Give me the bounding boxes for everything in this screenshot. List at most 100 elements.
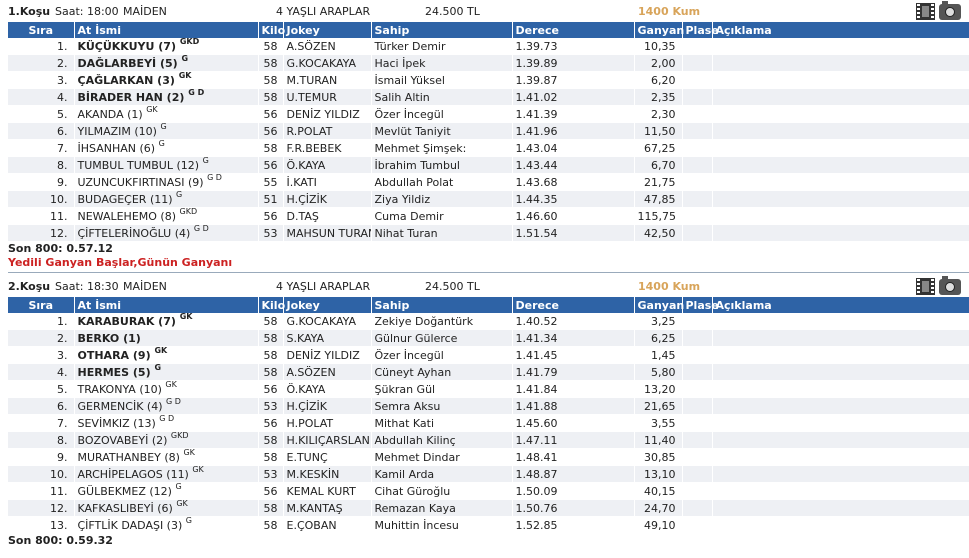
horse-name-cell: TRAKONYA (10) GK [74,380,259,398]
note [712,190,969,208]
horse-name[interactable]: NEWALEHEMO (8) [77,209,177,223]
jockey[interactable]: U.TEMUR [283,88,372,106]
finish-position: 8. [8,156,75,174]
race-section: 1.Koşu Saat: 18:00 MAİDEN 4 YAŞLI ARAPLAR 24… [0,0,969,273]
horse-name[interactable]: GÜLBEKMEZ (12) [77,484,172,498]
horse-name[interactable]: ÇAĞLARKAN (3) [77,73,175,87]
race-track: 1400 Kum [638,5,701,18]
horse-name-cell: ÇAĞLARKAN (3) GK [74,71,259,89]
table-row: 8. TUMBUL TUMBUL (12) G 56 Ö.KAYA İbrahim Tu… [8,156,969,174]
jockey[interactable]: E.ÇOBAN [283,516,372,534]
ganyan-odds: 1,45 [634,346,683,364]
jockey[interactable]: E.TUNÇ [283,448,372,466]
note [712,173,969,191]
horse-name-cell: GÜLBEKMEZ (12) G [74,482,259,500]
jockey[interactable]: KEMAL KURT [283,482,372,500]
race-track: 1400 Kum [638,280,701,293]
jockey[interactable]: G.KOCAKAYA [283,54,372,72]
column-header-plase: Plase [682,22,719,38]
plase-odds [682,207,713,225]
camera-icon[interactable] [939,1,961,20]
horse-name[interactable]: HERMES (5) [77,365,151,379]
horse-name[interactable]: TRAKONYA (10) [77,382,162,396]
horse-name[interactable]: ÇİFTELERİNOĞLU (4) [77,226,191,240]
weight: 53 [258,224,284,242]
plase-odds [682,54,713,72]
ganyan-odds: 47,85 [634,190,683,208]
jockey[interactable]: Ö.KAYA [283,380,372,398]
horse-name[interactable]: DAĞLARBEYİ (5) [77,56,178,70]
ganyan-odds: 6,70 [634,156,683,174]
horse-name[interactable]: BUDAGEÇER (11) [77,192,173,206]
column-header-jockey: Jokey [283,297,372,313]
jockey[interactable]: G.KOCAKAYA [283,313,372,330]
jockey[interactable]: Ö.KAYA [283,156,372,174]
horse-name[interactable]: İHSANHAN (6) [77,141,156,155]
ganyan-odds: 24,70 [634,499,683,517]
horse-name[interactable]: AKANDA (1) [77,107,143,121]
jockey[interactable]: D.TAŞ [283,207,372,225]
horse-name[interactable]: BERKO (1) [77,331,141,345]
jockey[interactable]: M.KANTAŞ [283,499,372,517]
horse-name[interactable]: OTHARA (9) [77,348,151,362]
horse-name[interactable]: MURATHANBEY (8) [77,450,180,464]
horse-name-cell: SEVİMKIZ (13) G D [74,414,259,432]
jockey[interactable]: H.ÇİZİK [283,397,372,415]
finish-time: 1.43.04 [512,139,635,157]
jockey[interactable]: H.POLAT [283,414,372,432]
jockey[interactable]: F.R.BEBEK [283,139,372,157]
jockey[interactable]: S.KAYA [283,329,372,347]
ganyan-odds: 5,80 [634,363,683,381]
race-time: Saat: 18:30 [55,280,119,293]
equipment-code: GKD [179,38,200,46]
jockey[interactable]: DENİZ YILDIZ [283,105,372,123]
finish-position: 11. [8,207,75,225]
jockey[interactable]: M.TURAN [283,71,372,89]
weight: 58 [258,329,284,347]
horse-name[interactable]: SEVİMKIZ (13) [77,416,156,430]
ganyan-odds: 13,20 [634,380,683,398]
finish-position: 7. [8,414,75,432]
jockey[interactable]: R.POLAT [283,122,372,140]
race-note: Yedili Ganyan Başlar,Günün Ganyanı [8,256,233,269]
horse-name[interactable]: UZUNCUKFIRTINASI (9) [77,175,204,189]
camera-icon[interactable] [939,276,961,295]
jockey[interactable]: DENİZ YILDIZ [283,346,372,364]
ganyan-odds: 2,00 [634,54,683,72]
jockey[interactable]: H.ÇİZİK [283,190,372,208]
horse-name[interactable]: BİRADER HAN (2) [77,90,185,104]
film-icon[interactable] [916,3,935,20]
horse-name[interactable]: ÇİFTLİK DADAŞI (3) [77,518,183,532]
finish-position: 9. [8,173,75,191]
horse-name[interactable]: KÜÇÜKKUYU (7) [77,39,177,53]
horse-name[interactable]: KAFKASLIBEYİ (6) [77,501,173,515]
jockey[interactable]: A.SÖZEN [283,38,372,55]
jockey[interactable]: H.KILIÇARSLAN [283,431,372,449]
finish-time: 1.41.39 [512,105,635,123]
horse-name[interactable]: KARABURAK (7) [77,314,176,328]
finish-position: 2. [8,329,75,347]
horse-name[interactable]: TUMBUL TUMBUL (12) [77,158,200,172]
race-number: 1.Koşu [8,5,51,18]
jockey[interactable]: M.KESKİN [283,465,372,483]
table-header-row: Sıra At İsmi Kilo Jokey Sahip Derece Ganyan Pla… [8,297,969,313]
jockey[interactable]: MAHSUN TURAN [283,224,372,242]
owner: Semra Aksu [371,397,513,415]
weight: 58 [258,363,284,381]
horse-name[interactable]: ARCHİPELAGOS (11) [77,467,189,481]
horse-name[interactable]: YILMAZIM (10) [77,124,157,138]
race-time: Saat: 18:00 [55,5,119,18]
ganyan-odds: 6,20 [634,71,683,89]
horse-name[interactable]: GERMENCİK (4) [77,399,163,413]
jockey[interactable]: İ.KATI [283,173,372,191]
finish-time: 1.46.60 [512,207,635,225]
film-icon[interactable] [916,278,935,295]
ganyan-odds: 3,25 [634,313,683,330]
plase-odds [682,190,713,208]
horse-name-cell: ARCHİPELAGOS (11) GK [74,465,259,483]
horse-name[interactable]: BOZOVABEYİ (2) [77,433,168,447]
plase-odds [682,139,713,157]
weight: 58 [258,313,284,330]
finish-time: 1.50.76 [512,499,635,517]
jockey[interactable]: A.SÖZEN [283,363,372,381]
